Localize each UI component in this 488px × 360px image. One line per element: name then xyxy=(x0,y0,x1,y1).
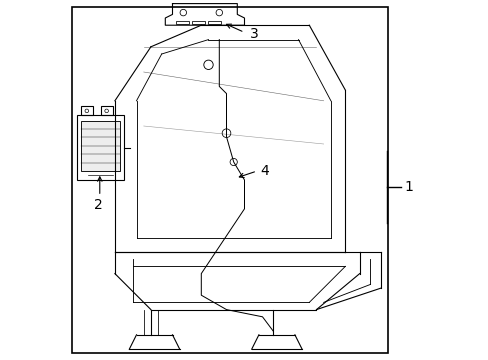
Bar xyxy=(176,21,188,24)
Text: 4: 4 xyxy=(260,164,269,178)
Bar xyxy=(192,21,204,24)
Text: 3: 3 xyxy=(249,27,258,41)
Bar xyxy=(77,115,123,180)
Bar xyxy=(81,106,93,115)
Bar xyxy=(81,121,120,171)
Text: 1: 1 xyxy=(404,180,413,194)
Bar xyxy=(208,21,221,24)
Bar xyxy=(101,106,113,115)
Text: 2: 2 xyxy=(94,198,103,212)
Bar xyxy=(72,7,387,353)
